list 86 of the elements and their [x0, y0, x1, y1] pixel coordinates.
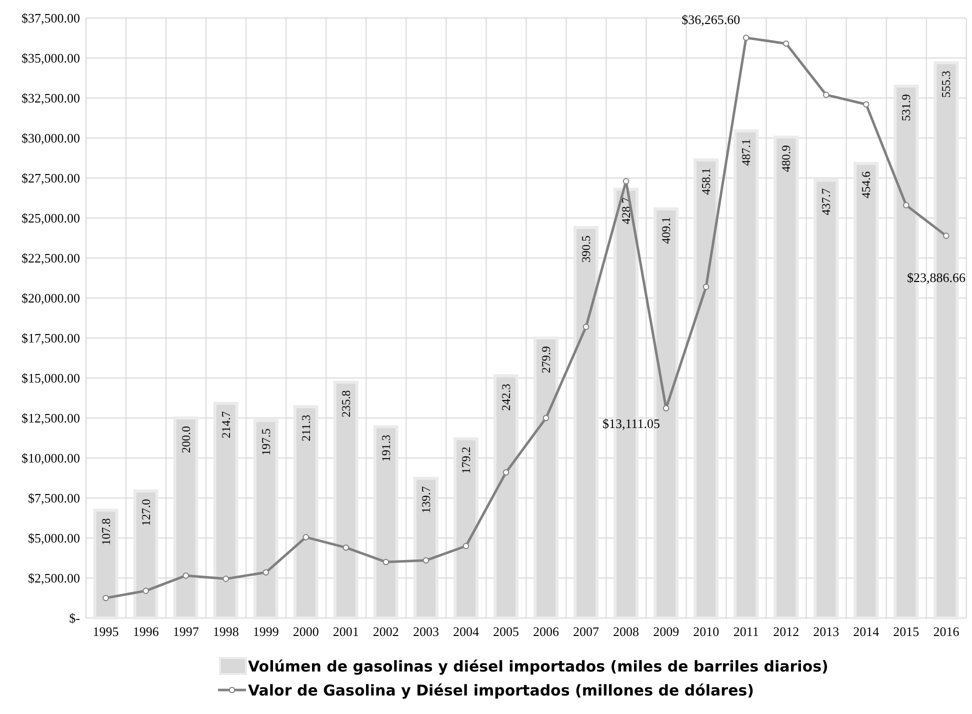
data-label: 179.2 — [458, 446, 473, 474]
point — [102, 594, 109, 602]
point — [182, 572, 189, 579]
y-tick-label: $20,000.00 — [22, 290, 80, 306]
x-tick-label: 1999 — [252, 624, 279, 639]
point — [222, 576, 230, 582]
point — [903, 202, 910, 208]
data-label: 242.3 — [498, 384, 513, 411]
data-label: 390.5 — [579, 236, 594, 262]
data-label: 107.8 — [98, 518, 113, 546]
x-tick-label: 2005 — [492, 624, 519, 639]
legend-label: Volúmen de gasolinas y diésel importados (miles de barriles diarios) — [248, 657, 828, 676]
x-tick-label: 2003 — [412, 624, 439, 639]
x-tick-label: 2010 — [693, 624, 720, 639]
data-label: 487.1 — [739, 138, 754, 166]
data-label: 235.8 — [338, 390, 353, 418]
point — [702, 284, 710, 290]
x-tick-label: 1996 — [132, 624, 160, 639]
data-label: 555.3 — [939, 70, 954, 98]
data-label: 480.9 — [779, 145, 794, 172]
y-tick-label: $32,500.00 — [22, 90, 80, 106]
point — [863, 101, 870, 108]
point — [782, 40, 790, 47]
data-label: 211.3 — [298, 414, 313, 442]
data-label: $13,111.05 — [602, 416, 660, 432]
y-tick-label: $35,000.00 — [22, 50, 80, 66]
x-tick-label: 2006 — [533, 624, 560, 639]
point — [382, 558, 390, 566]
y-tick-label: $22,500.00 — [22, 250, 80, 266]
x-tick-label: 2001 — [332, 624, 359, 639]
x-tick-label: 2002 — [372, 624, 399, 639]
x-tick-label: 2008 — [613, 624, 640, 639]
y-tick-label: $15,000.00 — [22, 370, 80, 386]
x-tick-label: 2012 — [773, 624, 800, 639]
x-tick-label: 2004 — [452, 624, 480, 639]
data-label: 127.0 — [138, 499, 153, 526]
y-tick-label: $17,500.00 — [22, 330, 80, 346]
point — [262, 569, 270, 576]
legend-label: Valor de Gasolina y Diésel importados (millones de dólares) — [248, 681, 754, 700]
y-tick-label: $- — [69, 610, 80, 626]
point — [142, 588, 149, 594]
data-label: 279.9 — [539, 346, 554, 374]
x-tick-label: 2014 — [853, 624, 880, 639]
data-label: 531.9 — [899, 94, 914, 122]
x-tick-label: 2011 — [733, 624, 759, 639]
data-label: 197.5 — [258, 428, 273, 456]
y-tick-label: $2,500.00 — [28, 570, 80, 586]
point — [582, 324, 590, 330]
x-tick-label: 2009 — [653, 624, 680, 639]
point — [462, 542, 470, 550]
data-label: 409.1 — [659, 216, 674, 244]
point — [502, 469, 510, 476]
x-tick-label: 2007 — [573, 624, 600, 639]
y-tick-label: $27,500.00 — [22, 170, 80, 186]
data-label: 200.0 — [178, 426, 193, 453]
x-tick-label: 1998 — [212, 624, 239, 639]
point — [943, 232, 950, 239]
x-tick-label: 2015 — [893, 624, 920, 639]
data-label: 139.7 — [418, 486, 433, 514]
point — [822, 92, 830, 98]
data-label: $36,265.60 — [682, 12, 740, 27]
point — [422, 557, 430, 564]
y-tick-label: $7,500.00 — [28, 490, 80, 506]
data-label: 454.6 — [859, 171, 874, 198]
x-tick-label: 2000 — [292, 624, 319, 639]
data-label: 437.7 — [819, 188, 834, 216]
point — [742, 34, 750, 41]
point — [342, 544, 350, 551]
y-tick-label: $5,000.00 — [28, 530, 80, 546]
data-label: $23,886.66 — [906, 270, 966, 285]
y-tick-label: $25,000.00 — [22, 210, 80, 226]
y-tick-label: $10,000.00 — [22, 450, 80, 466]
y-tick-label: $12,500.00 — [22, 410, 80, 426]
x-tick-label: 1995 — [92, 624, 119, 639]
point — [542, 414, 550, 422]
x-tick-label: 2016 — [933, 624, 960, 639]
y-tick-label: $30,000.00 — [22, 130, 80, 146]
x-tick-label: 1997 — [172, 624, 200, 639]
point — [662, 405, 670, 412]
x-tick-label: 2013 — [813, 624, 840, 639]
data-label: 458.1 — [699, 168, 714, 195]
data-label: 191.3 — [378, 434, 393, 462]
point — [302, 534, 310, 540]
y-tick-label: $37,500.00 — [22, 10, 80, 26]
point — [622, 178, 630, 184]
data-label: 214.7 — [218, 411, 233, 438]
